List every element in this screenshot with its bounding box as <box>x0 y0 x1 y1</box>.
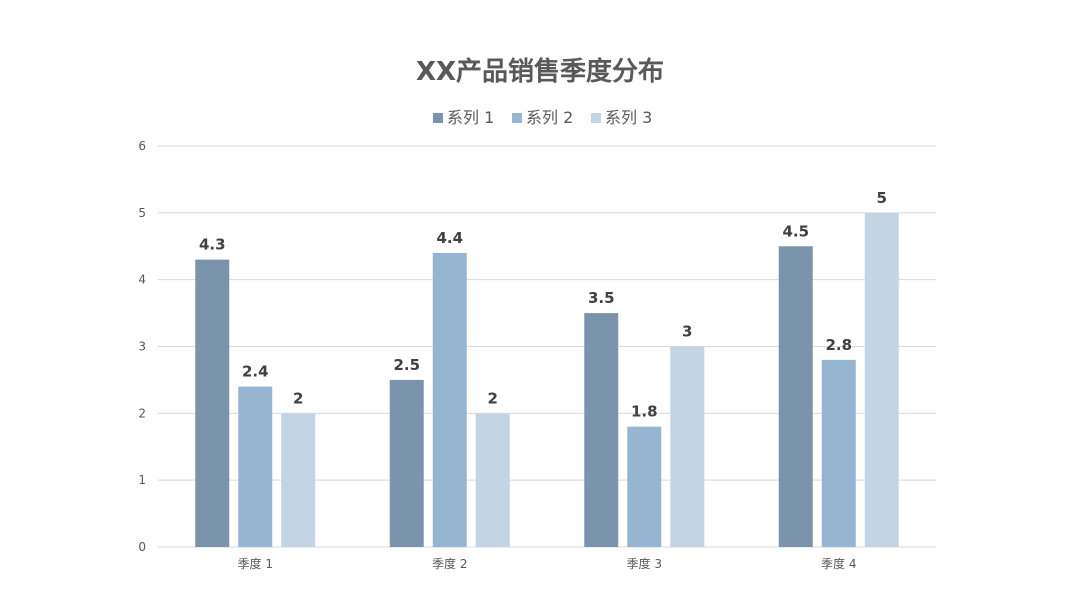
legend-label: 系列 3 <box>605 108 652 127</box>
x-category-label: 季度 3 <box>627 556 662 571</box>
legend-swatch <box>512 113 522 123</box>
legend-swatch <box>433 113 443 123</box>
bar-series-1-cat-2 <box>389 379 424 547</box>
bar-series-2-cat-3 <box>627 426 662 547</box>
bar-series-3-cat-4 <box>864 212 899 548</box>
y-tick-label: 6 <box>138 139 146 153</box>
data-label: 4.3 <box>199 236 226 254</box>
data-label: 2.5 <box>393 356 420 374</box>
bars <box>195 212 899 548</box>
data-label: 1.8 <box>631 403 658 421</box>
y-tick-label: 1 <box>138 473 146 487</box>
bar-series-2-cat-2 <box>432 252 467 547</box>
bar-series-3-cat-3 <box>670 346 705 547</box>
data-label: 4.4 <box>436 229 463 247</box>
bar-series-1-cat-1 <box>195 259 230 547</box>
bar-series-2-cat-1 <box>238 386 273 547</box>
data-label: 5 <box>877 189 887 207</box>
legend-item-series-2: 系列 2 <box>512 108 573 127</box>
gridlines <box>158 145 936 548</box>
y-tick-label: 2 <box>138 406 146 420</box>
legend-swatch <box>591 113 601 123</box>
x-category-label: 季度 1 <box>238 556 273 571</box>
x-axis: 季度 1 季度 2 季度 3 季度 4 <box>238 556 857 571</box>
data-label: 2.8 <box>825 336 852 354</box>
bar-series-3-cat-1 <box>281 413 316 547</box>
y-tick-label: 3 <box>138 340 146 354</box>
legend: 系列 1 系列 2 系列 3 <box>433 108 652 127</box>
y-tick-label: 4 <box>138 273 146 287</box>
bar-series-1-cat-4 <box>778 246 813 547</box>
y-axis: 0 1 2 3 4 5 6 <box>138 139 146 554</box>
legend-item-series-3: 系列 3 <box>591 108 652 127</box>
data-label: 2.4 <box>242 363 269 381</box>
y-tick-label: 5 <box>138 206 146 220</box>
bar-series-2-cat-4 <box>821 359 856 547</box>
x-category-label: 季度 4 <box>821 556 856 571</box>
data-labels: 4.3 2.4 2 2.5 4.4 2 3.5 1.8 3 4.5 2.8 5 <box>199 189 887 421</box>
legend-item-series-1: 系列 1 <box>433 108 494 127</box>
data-label: 3 <box>682 323 692 341</box>
data-label: 2 <box>293 389 303 407</box>
data-label: 3.5 <box>588 289 615 307</box>
data-label: 2 <box>488 389 498 407</box>
y-tick-label: 0 <box>138 540 146 554</box>
data-label: 4.5 <box>782 222 809 240</box>
bar-series-1-cat-3 <box>584 313 619 547</box>
legend-label: 系列 2 <box>526 108 573 127</box>
legend-label: 系列 1 <box>447 108 494 127</box>
x-category-label: 季度 2 <box>432 556 467 571</box>
bar-series-3-cat-2 <box>475 413 510 547</box>
chart-title: XX产品销售季度分布 <box>416 56 664 87</box>
